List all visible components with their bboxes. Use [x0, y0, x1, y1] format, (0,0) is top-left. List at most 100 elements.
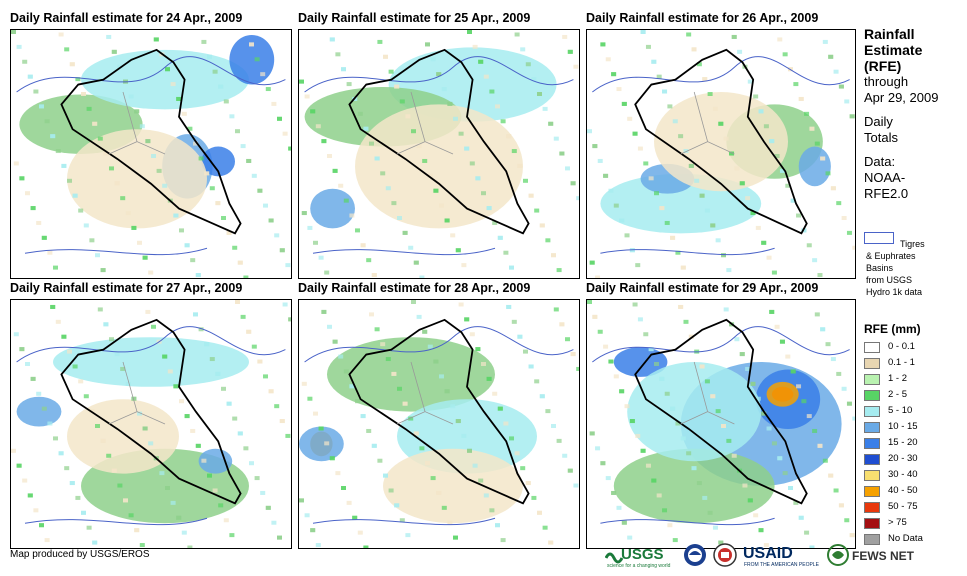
rainfall-cell — [796, 384, 802, 389]
rainfall-cell — [450, 404, 456, 409]
rainfall-cell — [271, 520, 277, 525]
basin-boundary — [592, 56, 850, 93]
rainfall-cell — [686, 32, 692, 37]
rainfall-cell — [814, 312, 820, 317]
legend-item: 10 - 15 — [864, 420, 964, 436]
date-line: Apr 29, 2009 — [864, 90, 939, 105]
rainfall-cell — [592, 144, 598, 149]
rainfall-cell — [497, 406, 503, 411]
rainfall-cell — [13, 332, 19, 337]
usaid-wordmark: USAID — [743, 545, 793, 562]
rainfall-cell — [75, 495, 81, 500]
rainfall-cell — [745, 366, 751, 371]
rainfall-cell — [405, 114, 411, 119]
legend-item: > 75 — [864, 516, 964, 532]
rainfall-cell — [181, 111, 187, 116]
province-borders — [108, 91, 166, 155]
rainfall-cell — [402, 230, 408, 235]
rainfall-cell — [383, 473, 388, 478]
rainfall-cell — [243, 275, 249, 278]
rainfall-cell — [753, 94, 759, 99]
rainfall-cell — [181, 530, 187, 535]
rainfall-cell — [315, 124, 321, 129]
rainfall-cell — [39, 523, 44, 528]
rainfall-cell — [190, 258, 196, 263]
rainfall-cell — [257, 188, 263, 193]
rainfall-cell — [696, 481, 702, 486]
rainfall-cell — [654, 191, 659, 196]
rainfall-cell — [753, 513, 759, 518]
rainfall-cell — [47, 250, 53, 255]
rainfall-cell — [307, 225, 313, 230]
title-line: Estimate — [864, 42, 923, 58]
usgs-tagline: science for a changing world — [607, 563, 671, 569]
rainfall-cell — [277, 535, 282, 540]
rainfall-cell — [97, 136, 103, 141]
rainfall-area — [201, 146, 235, 177]
rainfall-cell — [13, 161, 19, 166]
rainfall-cell — [750, 381, 756, 386]
rainfall-cell — [439, 203, 444, 208]
rainfall-cell — [723, 307, 729, 312]
rainfall-cell — [58, 451, 64, 456]
rainfall-cell — [419, 446, 425, 451]
rainfall-cell — [369, 141, 374, 146]
rainfall-cell — [699, 193, 705, 198]
rainfall-cell — [78, 208, 84, 213]
rainfall-cell — [545, 409, 551, 414]
rainfall-cell — [357, 111, 363, 116]
rainfall-cell — [611, 490, 617, 495]
rainfall-cell — [411, 300, 416, 304]
rainfall-cell — [830, 357, 836, 362]
rainfall-cell — [343, 369, 349, 374]
rainfall-cell — [193, 141, 198, 146]
rainfall-cell — [469, 161, 475, 166]
title-line: (RFE) — [864, 58, 902, 74]
rainfall-cell — [55, 319, 61, 324]
rainfall-cell — [349, 213, 355, 218]
rainfall-cell — [235, 129, 240, 134]
rainfall-cell — [841, 386, 847, 391]
basin-boundary — [24, 247, 208, 256]
rainfall-cell — [486, 206, 492, 211]
rainfall-cell — [279, 248, 285, 253]
rainfall-cell — [33, 89, 39, 94]
rainfall-cell — [128, 94, 134, 99]
rainfall-cell — [125, 211, 131, 216]
rainfall-cell — [570, 352, 576, 357]
rainfall-cell — [329, 456, 335, 461]
rainfall-cell — [436, 490, 442, 495]
legend-label: 0 - 0.1 — [888, 341, 915, 352]
legend-item: 0 - 0.1 — [864, 340, 964, 356]
map-canvas — [587, 30, 855, 278]
rainfall-cell — [39, 104, 44, 109]
rainfall-cell — [467, 30, 472, 34]
rainfall-cell — [397, 216, 402, 220]
rainfall-cell — [385, 357, 391, 362]
rainfall-cell — [809, 545, 815, 548]
rainfall-cell — [812, 428, 818, 433]
rainfall-cell — [425, 461, 430, 466]
legend-label: > 75 — [888, 517, 907, 528]
rainfall-cell — [299, 498, 304, 503]
rainfall-cell — [413, 260, 419, 265]
rainfall-cell — [551, 424, 556, 428]
fewsnet-wordmark: FEWS NET — [852, 549, 915, 563]
rainfall-cell — [779, 339, 785, 344]
basin-boundary — [600, 247, 775, 256]
rainfall-cell — [836, 371, 842, 376]
rainfall-cell — [627, 116, 633, 121]
panel-title: Daily Rainfall estimate for 28 Apr., 200… — [298, 281, 531, 295]
rainfall-cell — [240, 144, 246, 149]
rainfall-cell — [315, 543, 321, 548]
rainfall-cell — [299, 79, 304, 84]
rainfall-cell — [64, 47, 70, 52]
rainfall-cell — [608, 359, 614, 364]
rainfall-cell — [22, 478, 28, 483]
totals-label: Daily Totals — [864, 114, 964, 146]
rainfall-cell — [399, 518, 405, 523]
rainfall-cell — [747, 498, 753, 503]
rainfall-cell — [605, 57, 611, 62]
province-borders — [680, 91, 735, 155]
rainfall-cell — [25, 362, 30, 366]
